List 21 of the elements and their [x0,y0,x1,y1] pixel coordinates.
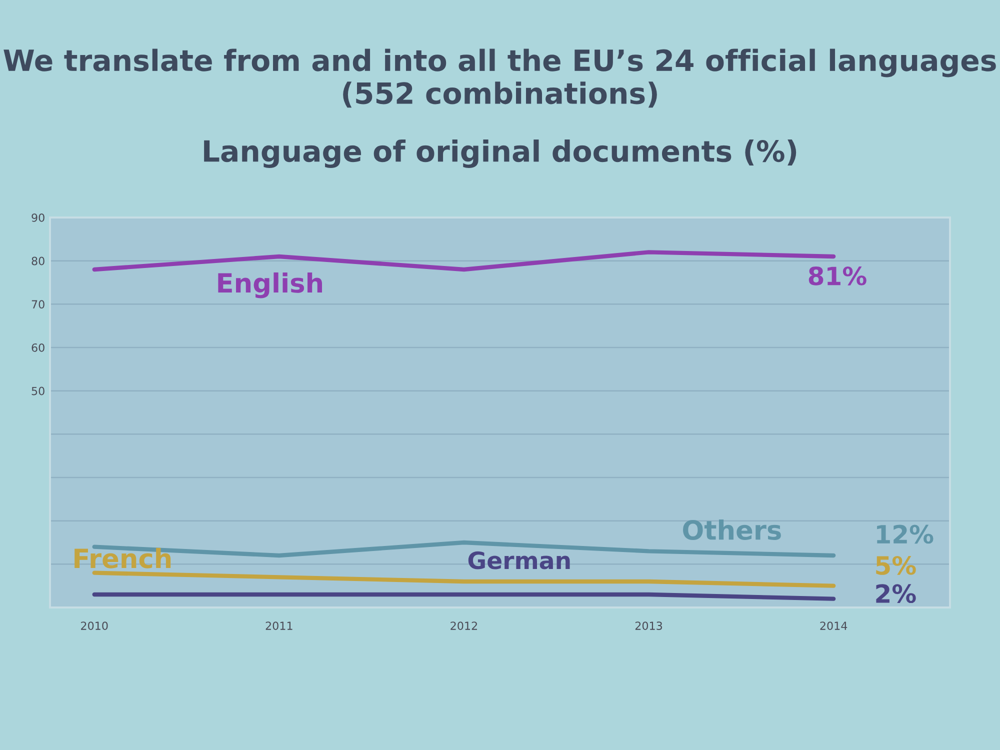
series-label: German [468,551,570,570]
x-tick-label: 2010 [81,622,108,630]
y-tick-label: 80 [32,256,44,266]
x-tick-label: 2011 [266,622,292,630]
chart-subtitle: Language of original documents (%) [204,140,796,168]
chart-title: We translate from and into all the EU’s 24 official languages (552 combinations) [4,48,996,108]
y-tick-label: 90 [32,213,44,222]
series-label: Others [683,520,781,540]
y-tick-label: 60 [32,343,44,352]
series-label: English [218,272,322,298]
y-tick-label: 70 [32,300,44,309]
line-series [92,570,836,588]
x-tick-label: 2013 [635,622,662,630]
data-label: 81% [808,266,866,286]
x-tick-label: 2012 [450,622,477,630]
data-label: 2% [876,584,916,604]
series-label: French [74,548,171,568]
data-label: 5% [876,556,916,575]
y-tick-label: 50 [32,386,44,396]
data-label: 12% [877,524,934,544]
x-tick-label: 2014 [820,622,848,630]
